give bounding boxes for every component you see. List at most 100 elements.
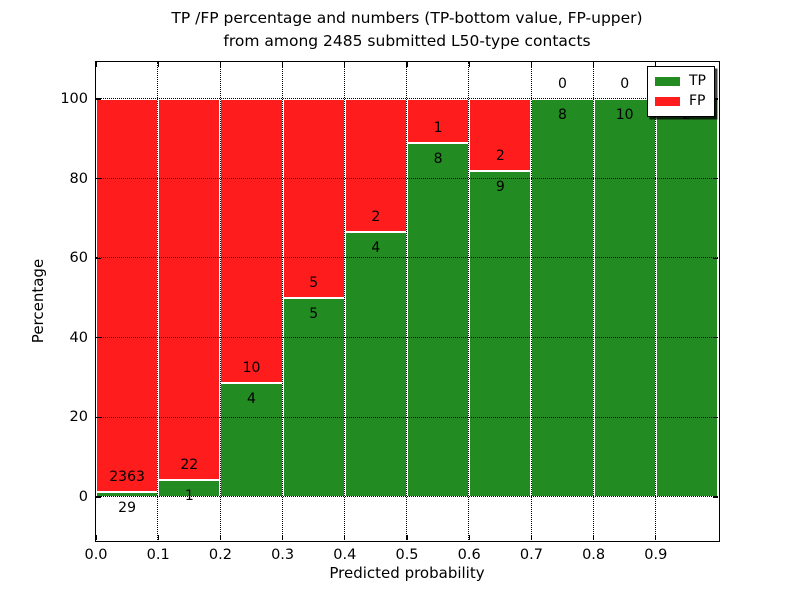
y-tick-label: 60 xyxy=(69,250,88,267)
tp-count-label: 8 xyxy=(433,151,443,168)
tp-count-label: 4 xyxy=(371,239,381,256)
legend-entry-tp: TP xyxy=(648,71,714,91)
x-gridline xyxy=(219,62,221,540)
fp-legend-label: FP xyxy=(689,93,706,109)
fp-count-label: 0 xyxy=(620,76,630,92)
fp-bar xyxy=(469,99,532,172)
x-tick-mark xyxy=(95,535,97,540)
x-gridline xyxy=(344,62,346,540)
tp-legend-label: TP xyxy=(689,73,706,89)
y-tick-mark xyxy=(96,98,101,100)
plot-area: 236329221104552418290801002 xyxy=(94,60,720,542)
x-tick-mark xyxy=(655,535,657,540)
x-axis-title: Predicted probability xyxy=(329,564,485,582)
x-tick-label: 0.6 xyxy=(457,547,481,563)
x-tick-mark xyxy=(593,535,595,540)
x-tick-label: 0.0 xyxy=(84,547,108,563)
fp-count-label: 5 xyxy=(309,275,319,291)
fp-count-label: 10 xyxy=(242,360,261,377)
x-tick-mark xyxy=(282,62,284,67)
x-gridline xyxy=(592,62,594,540)
y-tick-mark xyxy=(96,257,101,259)
x-tick-mark xyxy=(468,535,470,540)
fp-bar xyxy=(282,99,345,298)
fp-count-label: 0 xyxy=(558,76,567,92)
x-tick-label: 0.2 xyxy=(208,547,232,563)
tp-count-label: 29 xyxy=(118,500,136,517)
x-gridline xyxy=(281,62,283,540)
fp-bar xyxy=(220,99,283,384)
x-tick-mark xyxy=(593,62,595,67)
x-tick-mark xyxy=(344,535,346,540)
x-gridline xyxy=(530,62,532,540)
tp-count-label: 8 xyxy=(558,107,567,123)
x-tick-label: 0.7 xyxy=(519,547,543,563)
y-tick-mark xyxy=(713,337,718,339)
legend-entry-fp: FP xyxy=(648,91,714,111)
x-tick-mark xyxy=(95,62,97,67)
x-gridline xyxy=(157,62,159,540)
fp-count-label: 1 xyxy=(433,120,443,137)
x-tick-mark xyxy=(219,62,221,67)
fp-count-label: 2 xyxy=(371,208,381,225)
tp-bar xyxy=(220,383,283,497)
tp-bar xyxy=(593,99,656,497)
y-tick-mark xyxy=(713,257,718,259)
fp-count-label: 2363 xyxy=(109,469,145,486)
y-tick-label: 20 xyxy=(69,409,88,426)
fp-legend-swatch xyxy=(655,96,680,106)
y-tick-label: 0 xyxy=(78,489,88,506)
fp-count-label: 22 xyxy=(180,456,199,473)
x-tick-label: 0.1 xyxy=(146,547,170,563)
chart-title-line-2: from among 2485 submitted L50-type conta… xyxy=(223,32,591,50)
y-tick-label: 80 xyxy=(69,170,88,187)
x-tick-mark xyxy=(530,62,532,67)
legend: TP FP xyxy=(647,66,715,117)
y-tick-mark xyxy=(96,496,101,498)
x-gridline xyxy=(468,62,470,540)
y-tick-mark xyxy=(713,98,718,100)
x-tick-mark xyxy=(468,62,470,67)
x-gridline xyxy=(406,62,408,540)
y-tick-mark xyxy=(713,178,718,180)
tp-count-label: 4 xyxy=(247,391,256,408)
y-tick-mark xyxy=(96,416,101,418)
x-tick-mark xyxy=(157,535,159,540)
y-tick-label: 100 xyxy=(60,91,88,107)
fp-bar xyxy=(158,99,221,480)
chart-title: TP /FP percentage and numbers (TP-bottom… xyxy=(96,7,718,53)
tp-bar xyxy=(344,231,407,497)
fp-bar xyxy=(96,99,159,493)
x-gridline xyxy=(655,62,657,540)
tp-count-label: 5 xyxy=(309,306,319,322)
y-tick-mark xyxy=(713,496,718,498)
tp-bar xyxy=(655,99,718,497)
x-tick-mark xyxy=(406,535,408,540)
x-tick-mark xyxy=(530,535,532,540)
fp-count-label: 2 xyxy=(495,148,505,165)
chart-title-line-1: TP /FP percentage and numbers (TP-bottom… xyxy=(171,9,643,27)
x-tick-mark xyxy=(219,535,221,540)
x-tick-label: 0.3 xyxy=(271,547,295,563)
x-tick-label: 0.5 xyxy=(395,547,419,563)
y-tick-mark xyxy=(96,337,101,339)
tp-count-label: 9 xyxy=(495,179,505,196)
tp-bar xyxy=(282,298,345,497)
tp-count-label: 1 xyxy=(184,487,194,504)
x-tick-mark xyxy=(344,62,346,67)
tp-bar xyxy=(469,171,532,497)
x-tick-label: 0.8 xyxy=(582,547,606,563)
x-tick-mark xyxy=(157,62,159,67)
tp-bar xyxy=(407,143,470,497)
tp-legend-swatch xyxy=(655,76,680,86)
y-tick-label: 40 xyxy=(69,329,88,346)
x-tick-mark xyxy=(406,62,408,67)
x-tick-mark xyxy=(655,62,657,67)
x-tick-label: 0.4 xyxy=(333,547,357,563)
x-tick-label: 0.9 xyxy=(644,547,668,563)
tp-bar xyxy=(531,99,594,497)
x-tick-mark xyxy=(282,535,284,540)
tp-count-label: 10 xyxy=(615,107,634,123)
y-tick-mark xyxy=(713,416,718,418)
